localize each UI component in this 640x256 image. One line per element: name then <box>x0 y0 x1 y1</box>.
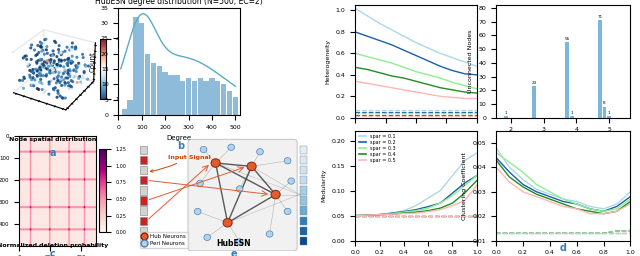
Text: b: b <box>177 141 184 151</box>
Bar <box>300 166 307 174</box>
Circle shape <box>284 208 291 215</box>
Bar <box>140 196 147 205</box>
Text: 71: 71 <box>597 15 602 19</box>
Text: 1: 1 <box>570 111 573 115</box>
Text: c: c <box>50 249 55 256</box>
Bar <box>204 81 209 115</box>
Text: Normalized deletion probability: Normalized deletion probability <box>0 243 108 248</box>
Circle shape <box>288 178 294 184</box>
Circle shape <box>236 186 243 192</box>
Bar <box>127 100 132 115</box>
Bar <box>163 72 168 115</box>
Text: 1: 1 <box>608 111 611 115</box>
Bar <box>140 217 147 225</box>
Circle shape <box>211 159 220 167</box>
Y-axis label: Degree: Degree <box>129 59 134 79</box>
Bar <box>227 91 232 115</box>
Bar <box>607 116 611 118</box>
Y-axis label: Unconnected Nodes: Unconnected Nodes <box>468 30 473 93</box>
Title: HubESN degree distribution (N=500; EC=2): HubESN degree distribution (N=500; EC=2) <box>95 0 263 6</box>
Bar <box>140 227 147 235</box>
Text: Input Signal: Input Signal <box>150 155 211 172</box>
Bar <box>570 116 573 118</box>
Bar <box>140 156 147 164</box>
Circle shape <box>223 218 232 227</box>
Text: e: e <box>230 249 237 256</box>
Bar <box>140 206 147 215</box>
Bar <box>532 86 536 118</box>
Bar <box>151 63 156 115</box>
Circle shape <box>247 162 256 171</box>
Text: 1: 1 <box>505 111 508 115</box>
Bar <box>300 237 307 245</box>
Circle shape <box>236 239 243 245</box>
Circle shape <box>257 148 264 155</box>
FancyBboxPatch shape <box>188 139 297 251</box>
Circle shape <box>195 208 201 215</box>
Legend: Hub Neurons, Peri Neurons: Hub Neurons, Peri Neurons <box>140 232 188 248</box>
Text: HubESN: HubESN <box>216 239 251 248</box>
Bar <box>565 42 569 118</box>
Bar <box>198 78 203 115</box>
Text: 8: 8 <box>603 101 606 105</box>
Bar <box>300 156 307 164</box>
Legend: spar = 0.1, spar = 0.2, spar = 0.3, spar = 0.4, spar = 0.5: spar = 0.1, spar = 0.2, spar = 0.3, spar… <box>358 133 396 164</box>
Circle shape <box>266 231 273 237</box>
Bar <box>232 97 238 115</box>
Bar <box>174 75 180 115</box>
Y-axis label: Modularity: Modularity <box>321 169 326 202</box>
Text: d: d <box>560 243 566 253</box>
Bar <box>209 78 214 115</box>
Circle shape <box>200 146 207 153</box>
Bar <box>180 81 186 115</box>
Bar <box>145 54 150 115</box>
Bar <box>300 186 307 195</box>
Circle shape <box>228 144 235 151</box>
Bar <box>139 23 145 115</box>
Bar <box>140 176 147 184</box>
Bar <box>300 176 307 184</box>
Bar <box>168 75 173 115</box>
Bar <box>598 20 602 118</box>
X-axis label: Degree: Degree <box>166 135 192 142</box>
Bar <box>215 81 220 115</box>
Circle shape <box>271 190 280 199</box>
Bar <box>504 116 508 118</box>
Bar <box>300 217 307 225</box>
Text: 55: 55 <box>564 37 570 41</box>
Bar <box>300 206 307 215</box>
Bar <box>140 186 147 195</box>
Bar <box>300 227 307 235</box>
Bar <box>300 146 307 154</box>
Text: Node spatial distribution: Node spatial distribution <box>9 137 96 142</box>
Bar <box>140 166 147 174</box>
Bar <box>221 84 227 115</box>
Bar <box>157 66 162 115</box>
X-axis label: Exponential Coefficient α − β: Exponential Coefficient α − β <box>523 135 604 140</box>
Bar <box>122 109 127 115</box>
Circle shape <box>204 234 211 241</box>
Text: 23: 23 <box>532 81 537 85</box>
Circle shape <box>284 158 291 164</box>
Bar <box>192 81 197 115</box>
Circle shape <box>196 180 204 186</box>
Bar <box>602 107 607 118</box>
Bar <box>186 78 191 115</box>
Bar <box>140 146 147 154</box>
Bar <box>133 17 139 115</box>
Y-axis label: Heterogeneity: Heterogeneity <box>325 39 330 84</box>
Y-axis label: Count: Count <box>89 51 95 72</box>
Text: a: a <box>49 148 56 158</box>
Bar <box>300 196 307 205</box>
Bar <box>140 237 147 245</box>
Y-axis label: Clustering Coefficient: Clustering Coefficient <box>462 152 467 220</box>
